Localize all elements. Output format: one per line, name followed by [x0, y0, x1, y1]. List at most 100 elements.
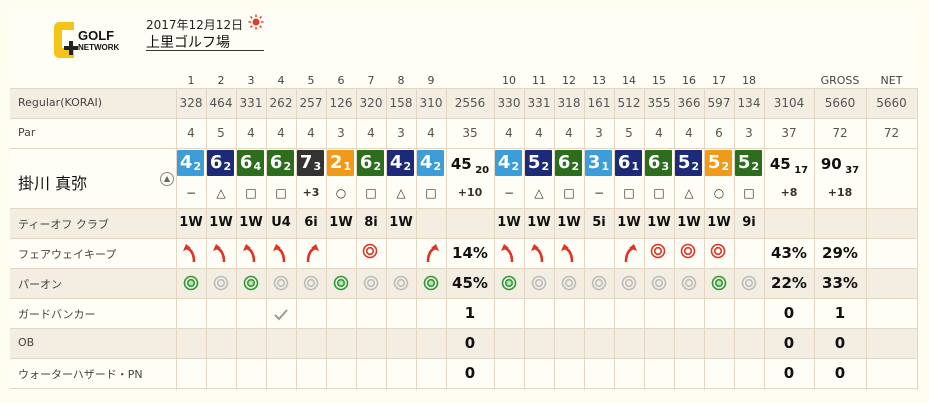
tee-cell: 355	[647, 96, 671, 110]
score-mark: +10	[457, 186, 483, 199]
row-bg-ob	[10, 328, 917, 358]
fairway-out_pct: 14%	[452, 244, 488, 262]
score-box-hole[interactable]: 73	[297, 150, 324, 176]
fairway-miss-icon	[650, 243, 666, 263]
row-divider	[10, 388, 917, 389]
col-divider	[917, 88, 918, 390]
tee-cell: 597	[707, 96, 731, 110]
hole-number: GROSS	[820, 74, 860, 87]
collapse-toggle-icon[interactable]: ▲	[160, 172, 174, 186]
col-divider	[236, 88, 237, 390]
fairway-miss-icon	[680, 243, 696, 263]
strokes: 4	[497, 152, 511, 173]
tee-cell: 320	[359, 96, 383, 110]
score-box-hole[interactable]: 42	[177, 150, 204, 176]
row-divider	[10, 268, 917, 269]
score-box-hole[interactable]: 62	[207, 150, 234, 176]
strokes: 5	[707, 152, 721, 173]
tee-cell: 310	[419, 96, 443, 110]
bunker-in-count: 0	[783, 304, 795, 322]
tee-club: 1W	[497, 215, 521, 230]
strokes: 6	[209, 152, 223, 173]
score-box-hole[interactable]: 42	[387, 150, 414, 176]
par-cell: 3	[595, 126, 603, 140]
water-out-count: 0	[464, 364, 476, 382]
row-label-gir: パーオン	[18, 278, 62, 291]
score-box-hole[interactable]: 52	[525, 150, 552, 176]
score-mark: ○	[713, 186, 725, 200]
fairway-arrow-left-icon	[242, 243, 260, 267]
tee-cell: 512	[617, 96, 641, 110]
score-box-hole[interactable]: 64	[237, 150, 264, 176]
score-box-hole[interactable]: 42	[495, 150, 522, 176]
score-box-hole[interactable]: 61	[615, 150, 642, 176]
fairway-arrow-left-icon	[500, 243, 518, 267]
gir-hit-icon	[243, 275, 259, 295]
tee-cell: 331	[527, 96, 551, 110]
score-total-out_total: 45 20	[446, 155, 494, 176]
score-box-hole[interactable]: 42	[417, 150, 444, 176]
gir-hit-icon	[501, 275, 517, 295]
hole-number: 12	[562, 74, 576, 87]
round-date: 2017年12月12日	[146, 18, 244, 32]
strokes: 5	[677, 152, 691, 173]
bunker-gross-count: 1	[834, 304, 846, 322]
score-box-hole[interactable]: 62	[267, 150, 294, 176]
col-divider	[734, 88, 735, 390]
putts: 2	[721, 160, 730, 173]
score-box-hole[interactable]: 52	[705, 150, 732, 176]
row-divider	[10, 88, 917, 89]
score-box-hole[interactable]: 21	[327, 150, 354, 176]
putts: 2	[193, 160, 202, 173]
row-bg-gir	[10, 268, 917, 298]
par-cell: 4	[655, 126, 663, 140]
check-icon	[274, 306, 288, 325]
col-divider	[176, 88, 177, 390]
tee-club: 6i	[304, 215, 318, 230]
strokes: 5	[527, 152, 541, 173]
fairway-miss-icon	[710, 243, 726, 263]
golf-network-logo: GOLF NETWORK	[48, 18, 130, 70]
hole-number	[446, 74, 494, 88]
gir-miss-icon	[741, 275, 757, 295]
score-total-gross_total: 90 37	[814, 155, 866, 176]
strokes: 4	[179, 152, 193, 173]
putts: 2	[373, 160, 382, 173]
strokes: 5	[737, 152, 751, 173]
tee-cell: 257	[299, 96, 323, 110]
row-label-fairway: フェアウェイキープ	[18, 248, 117, 261]
col-divider	[494, 88, 495, 390]
strokes: 7	[299, 152, 313, 173]
hole-number: 16	[682, 74, 696, 87]
score-box-hole[interactable]: 31	[585, 150, 612, 176]
fairway-arrow-left-icon	[182, 243, 200, 267]
row-divider	[10, 118, 917, 119]
tee-cell: 328	[179, 96, 203, 110]
gir-hit-icon	[183, 275, 199, 295]
hole-number: 15	[652, 74, 666, 87]
col-divider	[554, 88, 555, 390]
tee-club: 1W	[209, 215, 233, 230]
strokes: 6	[239, 152, 253, 173]
score-mark: □	[275, 186, 287, 200]
putts: 3	[661, 160, 670, 173]
strokes: 2	[329, 152, 343, 173]
score-box-hole[interactable]: 62	[555, 150, 582, 176]
course-name: 上里ゴルフ場	[146, 35, 230, 51]
score-mark: □	[743, 186, 755, 200]
putts: 2	[403, 160, 412, 173]
putts: 2	[541, 160, 550, 173]
score-mark: +8	[780, 186, 798, 199]
total-putts: 37	[841, 165, 860, 176]
tee-cell: 318	[557, 96, 581, 110]
score-box-hole[interactable]: 52	[675, 150, 702, 176]
score-box-hole[interactable]: 52	[735, 150, 762, 176]
fairway-arrow-right-icon	[422, 243, 440, 267]
score-box-hole[interactable]: 62	[357, 150, 384, 176]
fairway-in_pct: 43%	[771, 244, 807, 262]
par-cell: 4	[187, 126, 195, 140]
par-cell: 4	[565, 126, 573, 140]
row-divider	[10, 238, 917, 239]
putts: 2	[691, 160, 700, 173]
score-box-hole[interactable]: 63	[645, 150, 672, 176]
